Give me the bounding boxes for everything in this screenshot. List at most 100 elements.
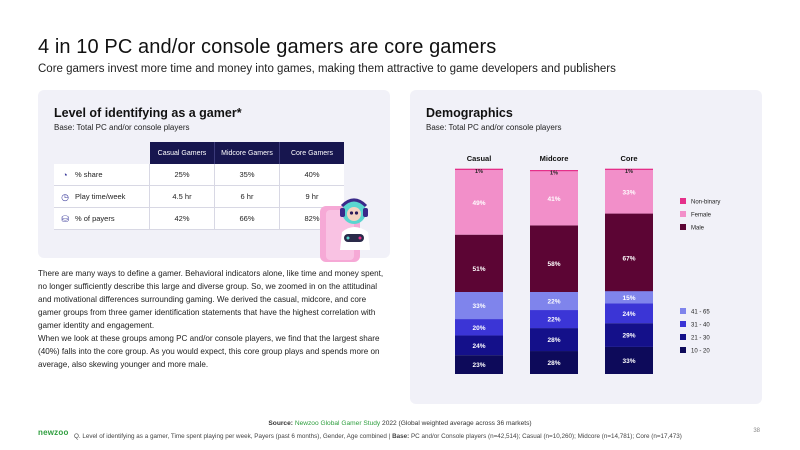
bar-segment	[455, 335, 503, 356]
legend-label: Male	[691, 226, 705, 232]
legend-label: 31 - 40	[691, 323, 710, 329]
legend-label: 21 - 30	[691, 336, 710, 342]
table-cell: 42%	[150, 208, 215, 229]
data-label: 28%	[547, 360, 560, 367]
table-cell: 82%	[304, 214, 320, 223]
bar-segment	[530, 171, 578, 226]
data-label: 20%	[472, 325, 485, 332]
pie-chart-icon: ◔	[62, 169, 68, 180]
table-cell: 40%	[304, 170, 320, 179]
demographics-charts: Casual Midcore Core 51% 49% 1% 58% 41% 1% 67% 33% 1…	[455, 154, 720, 374]
table-row: ◷ Play time/week 4.5 hr 6 hr 9 hr	[54, 186, 344, 208]
page-number: 38	[753, 428, 760, 434]
bar-segment	[455, 234, 503, 302]
data-label: 33%	[472, 303, 485, 310]
table-cell: 4.5 hr	[150, 186, 215, 207]
legend-swatch	[680, 334, 686, 340]
data-label: 22%	[547, 299, 560, 306]
bar-segment	[530, 225, 578, 302]
legend-label: Non-binary	[691, 200, 720, 206]
source-rest: 2022 (Global weighted average across 36 …	[382, 420, 532, 427]
bar-segment	[530, 292, 578, 311]
bar-segment	[455, 170, 503, 235]
data-label: 24%	[622, 311, 635, 318]
table-cell: 25%	[150, 164, 215, 185]
x-tick-label: Core	[620, 154, 637, 163]
base-label: Base:	[392, 433, 410, 440]
header-core: Core Gamers	[290, 149, 333, 157]
newzoo-logo: newzoo	[38, 428, 69, 437]
clock-icon: ◷	[61, 191, 69, 202]
gamer-mascot-illustration	[320, 198, 370, 262]
bar-segment	[605, 213, 653, 302]
legend-swatch	[680, 347, 686, 353]
page-subtitle: Core gamers invest more time and money i…	[38, 63, 616, 75]
table-row: ⛁ % of payers 42% 66% 82%	[54, 208, 344, 230]
row-label: % share	[75, 170, 103, 179]
table-cell: 35%	[215, 164, 280, 185]
legend-swatch	[680, 224, 686, 230]
bar-segment	[455, 355, 503, 374]
table-cell: 66%	[215, 208, 280, 229]
bar-segment	[530, 310, 578, 329]
header-casual: Casual Gamers	[150, 142, 215, 164]
data-label: 15%	[622, 295, 635, 302]
data-label: 1%	[550, 171, 558, 177]
legend-swatch	[680, 308, 686, 314]
table-row: ◔ % share 25% 35% 40%	[54, 164, 344, 186]
page-title: 4 in 10 PC and/or console gamers are cor…	[38, 36, 497, 58]
table-header: Casual Gamers Midcore Gamers Core Gamers	[150, 142, 344, 164]
body-paragraph: When we look at these groups among PC an…	[38, 334, 380, 369]
panel-base: Base: Total PC and/or console players	[54, 123, 190, 132]
coins-icon: ⛁	[61, 213, 69, 224]
bar-segment	[605, 170, 653, 214]
x-tick-label: Midcore	[540, 154, 569, 163]
data-label: 49%	[472, 200, 485, 207]
data-label: 51%	[472, 266, 485, 273]
bar-segment	[455, 292, 503, 320]
panel-base: Base: Total PC and/or console players	[426, 123, 562, 132]
data-label: 24%	[472, 343, 485, 350]
legend-label: 41 - 65	[691, 310, 710, 316]
bar-segment	[605, 303, 653, 324]
source-label: Source:	[268, 420, 293, 427]
panel-title: Level of identifying as a gamer*	[54, 106, 242, 120]
data-label: 33%	[622, 189, 635, 196]
data-label: 67%	[622, 255, 635, 262]
legend-swatch	[680, 211, 686, 217]
question-text: Q. Level of identifying as a gamer, Time…	[74, 433, 391, 440]
bar-segment	[605, 346, 653, 374]
question-note: Q. Level of identifying as a gamer, Time…	[74, 433, 682, 440]
row-label: % of payers	[75, 214, 115, 223]
header-midcore: Midcore Gamers	[215, 142, 280, 164]
bar-segment	[530, 170, 578, 172]
source-note: Source: Newzoo Global Gamer Study 2022 (…	[0, 420, 800, 427]
row-label: Play time/week	[75, 192, 126, 201]
bar-segment	[605, 323, 653, 347]
table-cell: 9 hr	[305, 192, 319, 201]
data-label: 22%	[547, 317, 560, 324]
data-label: 29%	[622, 333, 635, 340]
bar-segment	[455, 319, 503, 336]
bar-segment	[455, 168, 503, 170]
panel-title: Demographics	[426, 106, 513, 120]
data-label: 23%	[472, 362, 485, 369]
data-label: 1%	[625, 169, 633, 175]
bar-segment	[605, 168, 653, 170]
bar-segment	[530, 351, 578, 374]
legend-label: 10 - 20	[691, 349, 710, 355]
legend-swatch	[680, 321, 686, 327]
source-link[interactable]: Newzoo Global Gamer Study	[294, 420, 381, 427]
data-label: 41%	[547, 196, 560, 203]
data-label: 28%	[547, 337, 560, 344]
data-label: 1%	[475, 169, 483, 175]
table-cell: 6 hr	[215, 186, 280, 207]
base-text: PC and/or Console players (n=42,514); Ca…	[410, 433, 682, 440]
data-label: 33%	[622, 358, 635, 365]
legend-label: Female	[691, 213, 712, 219]
gamer-identification-panel: Level of identifying as a gamer* Base: T…	[38, 90, 390, 262]
body-paragraph: There are many ways to define a gamer. B…	[38, 269, 384, 330]
x-tick-label: Casual	[467, 154, 492, 163]
bar-segment	[530, 328, 578, 352]
data-label: 58%	[547, 261, 560, 268]
